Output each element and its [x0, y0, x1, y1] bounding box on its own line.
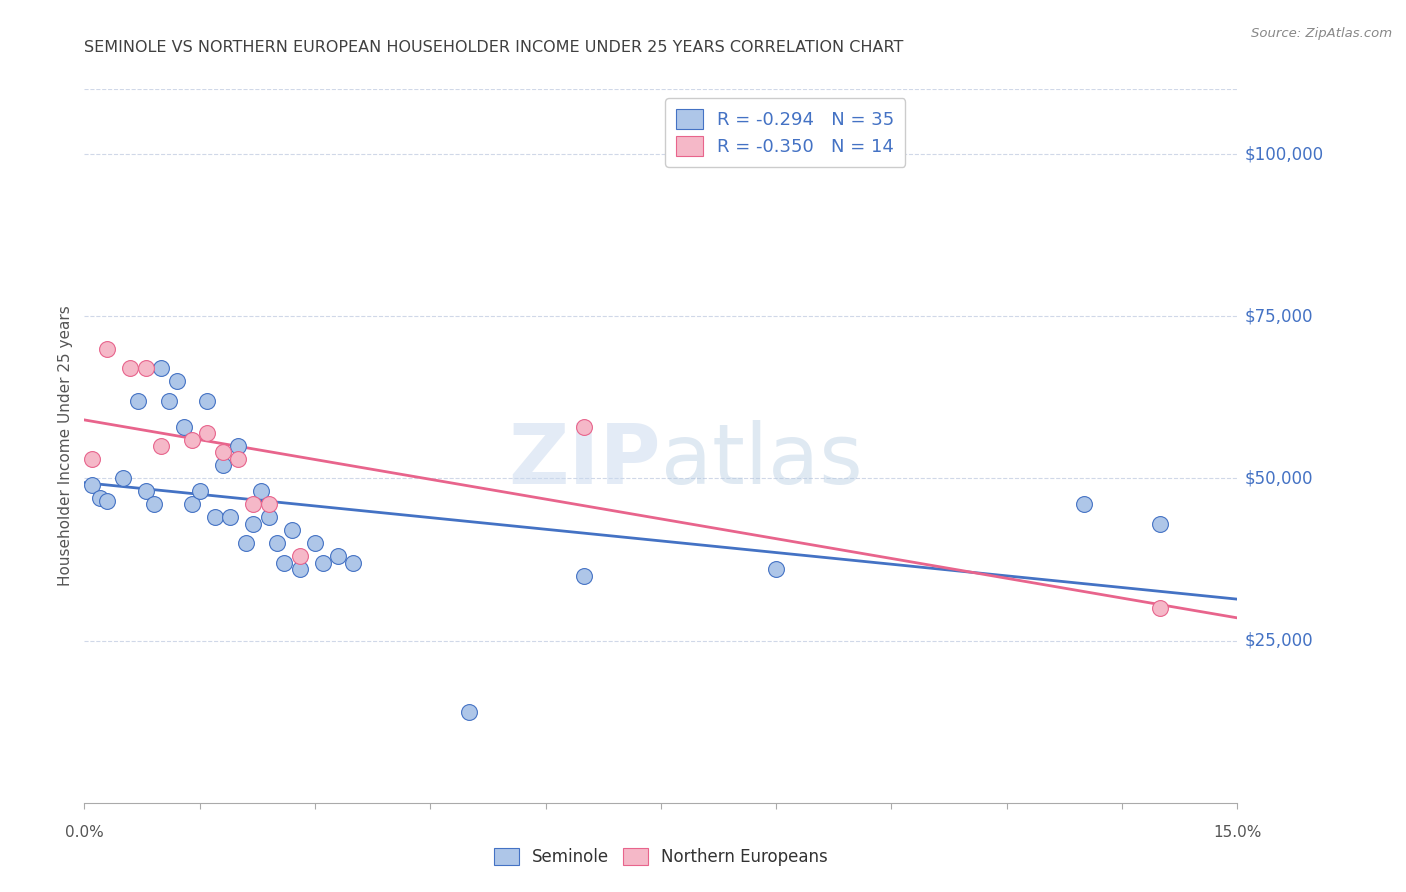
Point: [281, 524, 304, 538]
Point: [96, 342, 118, 356]
Point: [96, 494, 118, 508]
Point: [219, 510, 242, 524]
Point: [304, 536, 326, 550]
Point: [173, 419, 195, 434]
Point: [135, 484, 157, 499]
Point: [127, 393, 149, 408]
Legend: Seminole, Northern Europeans: Seminole, Northern Europeans: [485, 840, 837, 875]
Point: [150, 361, 173, 376]
Point: [188, 484, 211, 499]
Point: [181, 433, 204, 447]
Point: [89, 491, 111, 505]
Point: [150, 439, 173, 453]
Point: [195, 425, 218, 440]
Point: [181, 497, 204, 511]
Text: Source: ZipAtlas.com: Source: ZipAtlas.com: [1251, 27, 1392, 40]
Point: [765, 562, 787, 576]
Point: [311, 556, 333, 570]
Point: [257, 510, 280, 524]
Text: $50,000: $50,000: [1244, 469, 1313, 487]
Point: [235, 536, 257, 550]
Point: [135, 361, 157, 376]
Point: [342, 556, 364, 570]
Point: [204, 510, 226, 524]
Point: [80, 478, 103, 492]
Point: [572, 419, 595, 434]
Point: [326, 549, 349, 564]
Point: [166, 374, 188, 388]
Text: $25,000: $25,000: [1244, 632, 1313, 649]
Point: [195, 393, 218, 408]
Point: [226, 439, 249, 453]
Point: [1073, 497, 1095, 511]
Text: 15.0%: 15.0%: [1213, 825, 1261, 840]
Point: [1149, 601, 1171, 615]
Text: ZIP: ZIP: [509, 420, 661, 500]
Point: [111, 471, 134, 485]
Y-axis label: Householder Income Under 25 years: Householder Income Under 25 years: [58, 306, 73, 586]
Point: [120, 361, 142, 376]
Text: atlas: atlas: [661, 420, 862, 500]
Point: [80, 452, 103, 467]
Point: [157, 393, 180, 408]
Point: [211, 458, 233, 473]
Point: [457, 705, 479, 719]
Point: [257, 497, 280, 511]
Point: [288, 562, 311, 576]
Point: [142, 497, 165, 511]
Point: [242, 516, 264, 531]
Text: $75,000: $75,000: [1244, 307, 1313, 326]
Point: [572, 568, 595, 582]
Point: [273, 556, 295, 570]
Point: [288, 549, 311, 564]
Point: [211, 445, 233, 459]
Text: $100,000: $100,000: [1244, 145, 1323, 163]
Point: [266, 536, 288, 550]
Legend: R = -0.294   N = 35, R = -0.350   N = 14: R = -0.294 N = 35, R = -0.350 N = 14: [665, 98, 905, 167]
Point: [226, 452, 249, 467]
Text: 0.0%: 0.0%: [65, 825, 104, 840]
Point: [250, 484, 273, 499]
Point: [1149, 516, 1171, 531]
Point: [242, 497, 264, 511]
Text: SEMINOLE VS NORTHERN EUROPEAN HOUSEHOLDER INCOME UNDER 25 YEARS CORRELATION CHAR: SEMINOLE VS NORTHERN EUROPEAN HOUSEHOLDE…: [84, 40, 904, 55]
